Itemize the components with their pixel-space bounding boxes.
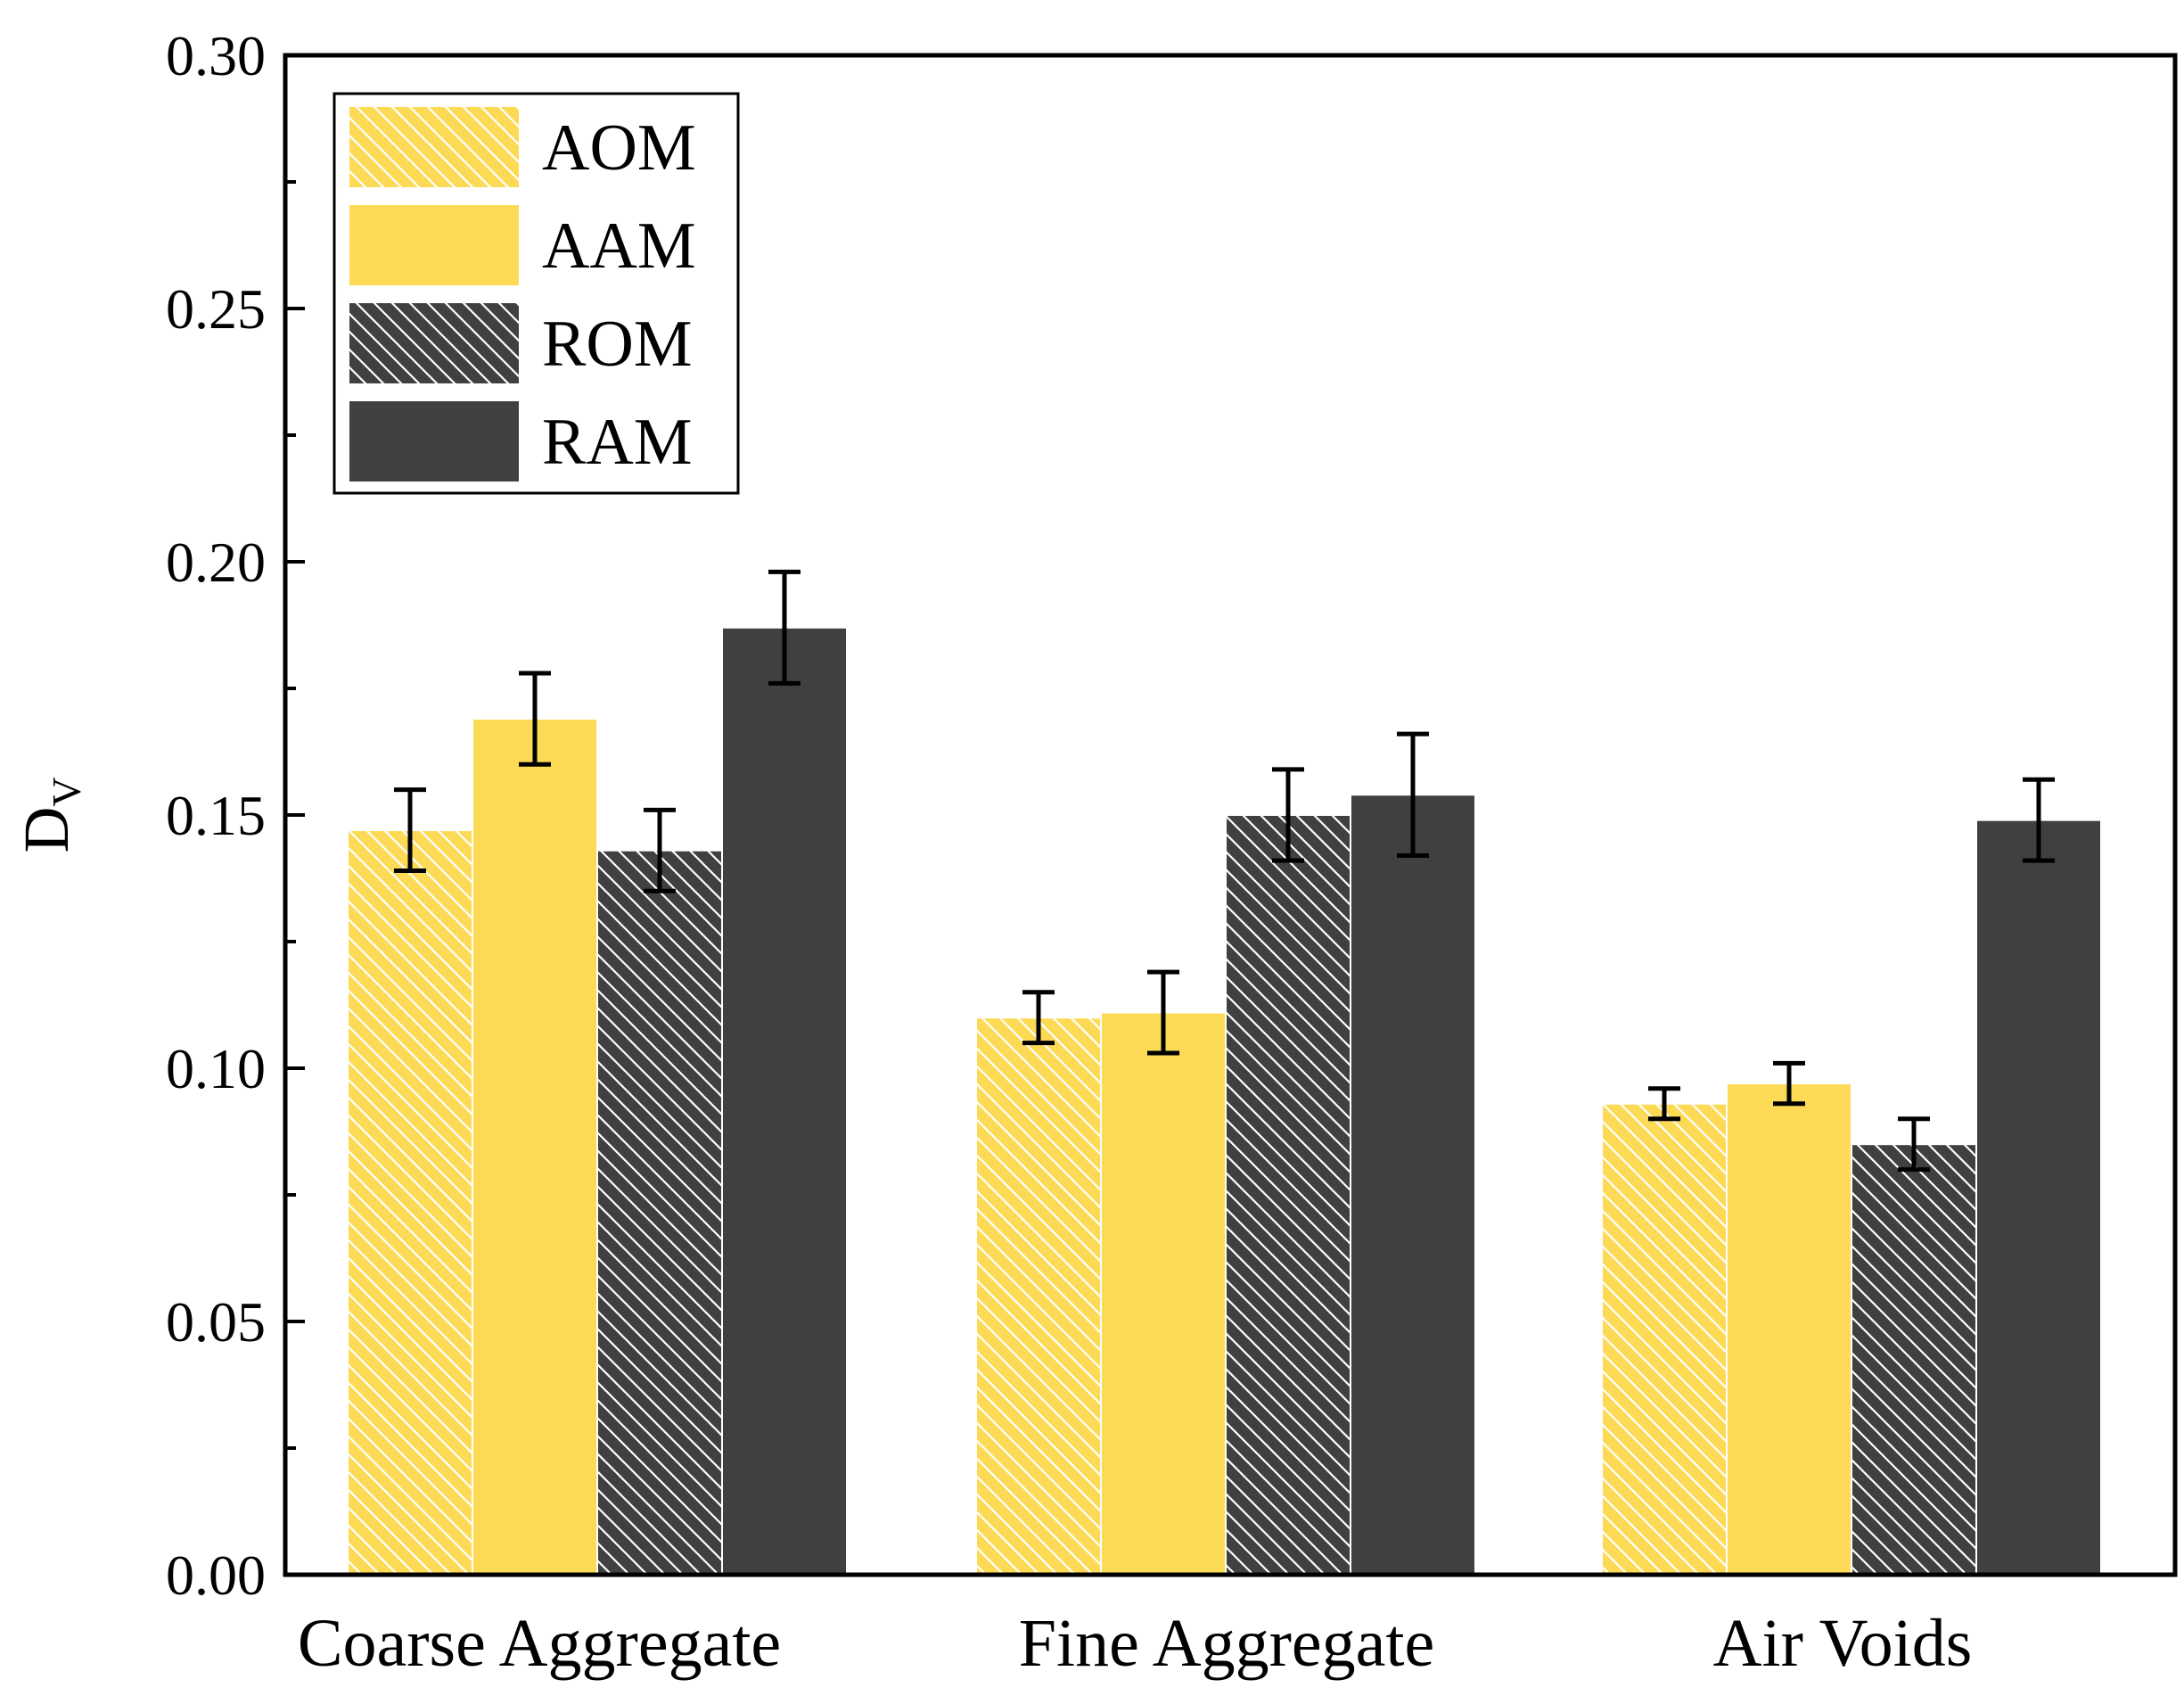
- y-axis-label-subscript: V: [44, 777, 89, 806]
- bar-aam-1: [1100, 1011, 1227, 1576]
- bar-aom-0: [347, 829, 473, 1576]
- error-bars-layer: [394, 569, 2055, 1173]
- y-tick-label: 0.05: [166, 1290, 266, 1354]
- y-tick-label: 0.00: [166, 1543, 266, 1607]
- x-category-label: Fine Aggregate: [1019, 1606, 1434, 1681]
- bar-ram-0: [721, 626, 848, 1576]
- bar-rom-2: [1851, 1143, 1977, 1576]
- legend-label-aom: AOM: [542, 111, 696, 185]
- bar-aam-2: [1726, 1082, 1852, 1576]
- y-tick-label: 0.30: [166, 24, 266, 87]
- y-axis-label-main: D: [11, 807, 82, 853]
- error-bar-rom-2: [1898, 1116, 1930, 1173]
- legend-label-ram: RAM: [542, 406, 693, 479]
- x-category-label: Coarse Aggregate: [298, 1606, 781, 1681]
- y-tick-label: 0.20: [166, 531, 266, 594]
- bars-layer: [347, 626, 2102, 1576]
- axes-layer: 0.00 0.05 0.10 0.15 0.20 0.25 0.30 Coarse Aggre…: [166, 24, 2178, 1681]
- y-axis-label: DV: [11, 777, 89, 852]
- error-bar-aom-0: [394, 787, 426, 873]
- error-bar-aam-1: [1147, 969, 1179, 1056]
- error-bar-rom-0: [644, 807, 676, 893]
- error-bar-ram-2: [2023, 777, 2055, 863]
- legend-swatch-rom: [349, 303, 519, 383]
- bar-rom-0: [596, 849, 723, 1576]
- error-bar-rom-1: [1272, 767, 1304, 863]
- error-bar-ram-1: [1397, 731, 1429, 858]
- error-bar-aam-0: [519, 671, 551, 767]
- error-bar-aom-1: [1022, 990, 1055, 1046]
- error-bar-aam-2: [1773, 1060, 1805, 1107]
- legend-swatch-ram: [349, 401, 519, 482]
- legend-label-rom: ROM: [542, 308, 693, 381]
- bar-aom-1: [975, 1017, 1102, 1576]
- x-category-label: Air Voids: [1713, 1606, 1973, 1681]
- y-tick-label: 0.10: [166, 1037, 266, 1100]
- y-tick-label: 0.15: [166, 784, 266, 847]
- bar-ram-2: [1975, 819, 2102, 1576]
- bar-aam-0: [472, 718, 598, 1576]
- legend-label-aam: AAM: [542, 210, 696, 283]
- bar-ram-1: [1350, 794, 1476, 1576]
- error-bar-aom-2: [1648, 1086, 1680, 1122]
- legend-swatch-aom: [349, 107, 519, 187]
- legend: AOM AAM ROM RAM: [333, 92, 740, 495]
- bar-rom-1: [1225, 814, 1351, 1576]
- error-bar-ram-0: [768, 569, 801, 686]
- legend-swatch-aam: [349, 205, 519, 285]
- bar-aom-2: [1601, 1102, 1728, 1576]
- y-tick-label: 0.25: [166, 277, 266, 341]
